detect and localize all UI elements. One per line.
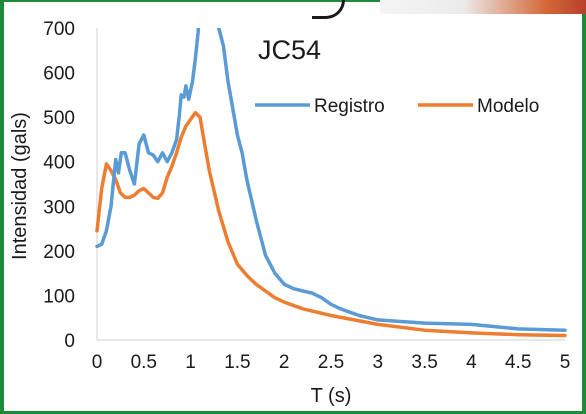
x-tick-label: 3.5: [411, 352, 437, 373]
series-layer: [95, 28, 567, 338]
x-tick-label: 1.5: [224, 352, 250, 373]
legend-label-modelo: Modelo: [477, 96, 539, 117]
x-tick-label: 0.5: [131, 352, 157, 373]
x-tick-label: 0: [92, 352, 103, 373]
y-tick-label: 500: [43, 108, 75, 129]
x-tick-label: 3: [373, 352, 384, 373]
x-tick-label: 1: [185, 352, 196, 373]
y-tick-label: 700: [43, 19, 75, 40]
legend-label-registro: Registro: [314, 96, 385, 117]
top-decoration: [380, 0, 586, 14]
x-tick-label: 2: [279, 352, 290, 373]
y-tick-label: 100: [43, 286, 75, 307]
legend: Registro Modelo: [255, 96, 539, 117]
y-axis-title: Intensidad (gals): [9, 112, 31, 260]
x-tick-label: 5: [560, 352, 571, 373]
series-line-modelo: [95, 110, 567, 338]
x-axis-title: T (s): [311, 385, 352, 407]
y-tick-label: 0: [64, 331, 75, 352]
series-line-registro: [95, 28, 567, 332]
y-tick-label: 200: [43, 242, 75, 263]
axes: 0 100 200 300 400 500 600 700 0 0.5 1 1.5 2 2.5 3 3.5 4 4…: [43, 19, 570, 373]
x-tick-label: 2.5: [318, 352, 344, 373]
x-tick-label: 4: [466, 352, 477, 373]
chart-title: JC54: [258, 35, 321, 65]
y-tick-label: 400: [43, 153, 75, 174]
x-tick-label: 4.5: [505, 352, 531, 373]
y-tick-label: 600: [43, 64, 75, 85]
y-tick-label: 300: [43, 197, 75, 218]
